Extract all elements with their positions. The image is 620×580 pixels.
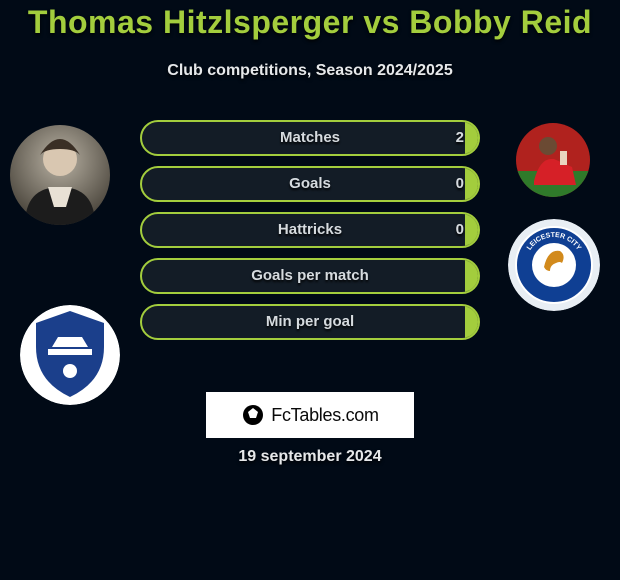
stat-label: Matches [142, 122, 478, 154]
stats-section: Matches 2 Goals 0 Hattricks 0 Goals per … [140, 120, 480, 350]
club-right-badge: LEICESTER CITY [508, 219, 600, 311]
stat-row-matches: Matches 2 [140, 120, 480, 156]
page-subtitle: Club competitions, Season 2024/2025 [0, 62, 620, 80]
footer-logo-text: FcTables.com [271, 405, 378, 426]
stat-row-hattricks: Hattricks 0 [140, 212, 480, 248]
footer-date: 19 september 2024 [0, 448, 620, 466]
player-left-avatar [10, 125, 110, 225]
stat-label: Min per goal [142, 306, 478, 338]
stat-label: Goals per match [142, 260, 478, 292]
stat-value-right: 2 [456, 122, 464, 154]
footer-logo: FcTables.com [206, 392, 414, 438]
stat-value-right: 0 [456, 168, 464, 200]
player-right-avatar [516, 123, 590, 197]
club-left-badge [20, 305, 120, 405]
stat-row-goals: Goals 0 [140, 166, 480, 202]
football-icon [241, 403, 265, 427]
page-title: Thomas Hitzlsperger vs Bobby Reid [0, 4, 620, 41]
stat-label: Hattricks [142, 214, 478, 246]
stat-row-min-per-goal: Min per goal [140, 304, 480, 340]
stat-label: Goals [142, 168, 478, 200]
stat-value-right: 0 [456, 214, 464, 246]
stat-row-goals-per-match: Goals per match [140, 258, 480, 294]
